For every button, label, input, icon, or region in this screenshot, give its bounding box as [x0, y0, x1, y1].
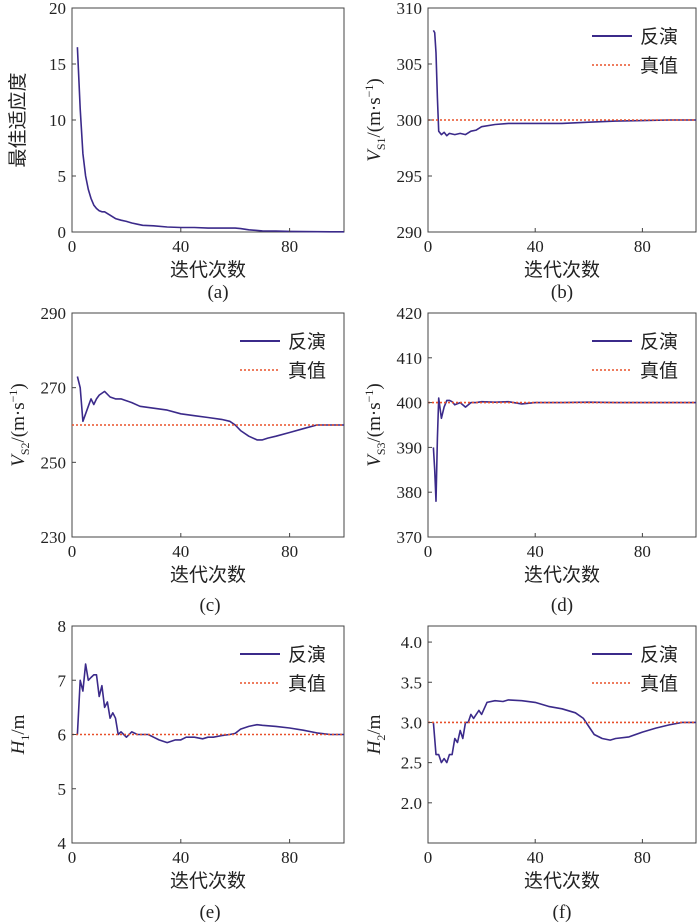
chart-c-legend-label-inverted: 反演 — [288, 331, 326, 353]
chart-e-xtick-label: 0 — [68, 848, 77, 867]
chart-e-ylabel: H1/m — [8, 714, 32, 755]
chart-e-xlabel: 迭代次数 — [170, 870, 246, 892]
chart-b-ytick-label: 305 — [397, 55, 423, 74]
chart-e-panel-label: (e) — [199, 902, 220, 923]
chart-b-legend-label-true: 真值 — [640, 55, 678, 77]
chart-c-ytick-label: 290 — [41, 304, 67, 323]
chart-c-legend-label-true: 真值 — [288, 360, 326, 382]
chart-a-ytick-label: 5 — [58, 167, 67, 186]
chart-f-ytick-label: 3.5 — [401, 673, 422, 692]
chart-f-legend-label-inverted: 反演 — [640, 644, 678, 666]
chart-a: 0 40 80 0 5 10 15 20 迭代次数 最佳适应度 (a) — [7, 0, 345, 303]
chart-a-ylabel: 最佳适应度 — [7, 72, 29, 167]
chart-f-panel-label: (f) — [553, 902, 572, 923]
chart-d-ytick-label: 390 — [397, 438, 423, 457]
chart-c-panel-label: (c) — [199, 595, 220, 616]
chart-f-ytick-label: 2.0 — [401, 794, 422, 813]
chart-e-series-inverted — [76, 663, 344, 744]
chart-f-xlabel: 迭代次数 — [524, 870, 600, 892]
chart-d-xlabel: 迭代次数 — [524, 564, 600, 586]
chart-a-xlabel: 迭代次数 — [170, 259, 246, 281]
chart-f-series-inverted — [432, 699, 696, 764]
chart-d-ytick-label: 370 — [397, 528, 423, 547]
chart-a-ytick-label: 0 — [58, 223, 67, 242]
chart-d-xtick-label: 0 — [424, 542, 433, 561]
chart-b-legend-label-inverted: 反演 — [640, 26, 678, 48]
chart-d-xtick-label: 40 — [527, 542, 544, 561]
chart-e-ytick-label: 4 — [58, 834, 67, 853]
chart-b-ytick-label: 310 — [397, 0, 423, 18]
chart-f-ytick-label: 4.0 — [401, 633, 422, 652]
chart-a-panel-label: (a) — [207, 282, 228, 303]
chart-d-ytick-label: 410 — [397, 349, 423, 368]
chart-d-xtick-label: 80 — [634, 542, 651, 561]
chart-d-ytick-label: 420 — [397, 304, 423, 323]
chart-e-ytick-label: 5 — [58, 780, 67, 799]
chart-c-xtick-label: 80 — [281, 542, 298, 561]
chart-c-ytick-label: 250 — [41, 453, 67, 472]
chart-b-xtick-label: 80 — [634, 237, 651, 256]
chart-c-xtick-label: 0 — [68, 542, 77, 561]
chart-a-series-inverted — [76, 47, 344, 233]
chart-c-xlabel: 迭代次数 — [170, 564, 246, 586]
chart-e-ytick-label: 7 — [58, 671, 67, 690]
chart-a-ytick-label: 20 — [49, 0, 66, 18]
chart-b-ytick-label: 290 — [397, 223, 423, 242]
chart-d-panel-label: (d) — [551, 595, 573, 616]
chart-c-ylabel: VS2/(m·s−1) — [6, 383, 32, 467]
chart-c-ytick-label: 230 — [41, 528, 67, 547]
chart-b-xlabel: 迭代次数 — [524, 259, 600, 281]
chart-f-legend-label-true: 真值 — [640, 673, 678, 695]
chart-b-panel-label: (b) — [551, 282, 573, 303]
chart-a-ytick-label: 15 — [49, 55, 66, 74]
chart-d: 0 40 80 370 380 390 400 410 420 迭代次数 VS3/(m·s−1) 反演… — [362, 304, 697, 616]
chart-a-xtick-label: 80 — [281, 237, 298, 256]
chart-c-xtick-label: 40 — [172, 542, 189, 561]
chart-f-frame — [427, 625, 697, 844]
chart-c-ytick-label: 270 — [41, 379, 67, 398]
chart-d-legend-label-true: 真值 — [640, 360, 678, 382]
chart-b-ylabel: VS1/(m·s−1) — [362, 78, 388, 162]
chart-f-xtick-label: 40 — [527, 848, 544, 867]
chart-b-series-inverted — [432, 29, 696, 137]
chart-b-xtick-label: 0 — [424, 237, 433, 256]
chart-e-legend-label-true: 真值 — [288, 673, 326, 695]
chart-a-ytick-label: 10 — [49, 111, 66, 130]
chart-f-xtick-label: 0 — [424, 848, 433, 867]
chart-d-ylabel: VS3/(m·s−1) — [362, 383, 388, 467]
chart-e-xtick-label: 40 — [172, 848, 189, 867]
chart-f-ytick-label: 3.0 — [401, 713, 422, 732]
chart-f-ylabel: H2/m — [364, 714, 388, 755]
chart-a-xtick-label: 0 — [68, 237, 77, 256]
chart-a-xtick-label: 40 — [172, 237, 189, 256]
chart-d-ytick-label: 380 — [397, 483, 423, 502]
chart-f-ytick-label: 2.5 — [401, 754, 422, 773]
chart-a-frame — [71, 7, 345, 233]
chart-d-ytick-label: 400 — [397, 394, 423, 413]
chart-e-legend-label-inverted: 反演 — [288, 644, 326, 666]
chart-c-series-inverted — [76, 376, 344, 441]
chart-d-series-inverted — [432, 397, 696, 503]
chart-e-xtick-label: 80 — [281, 848, 298, 867]
chart-e-ytick-label: 6 — [58, 726, 67, 745]
chart-b-xtick-label: 40 — [527, 237, 544, 256]
chart-b-ytick-label: 300 — [397, 111, 423, 130]
chart-f-xtick-label: 80 — [634, 848, 651, 867]
chart-b-ytick-label: 295 — [397, 167, 423, 186]
chart-d-legend-label-inverted: 反演 — [640, 331, 678, 353]
chart-d-frame — [427, 312, 697, 538]
chart-e-ytick-label: 8 — [58, 617, 67, 636]
